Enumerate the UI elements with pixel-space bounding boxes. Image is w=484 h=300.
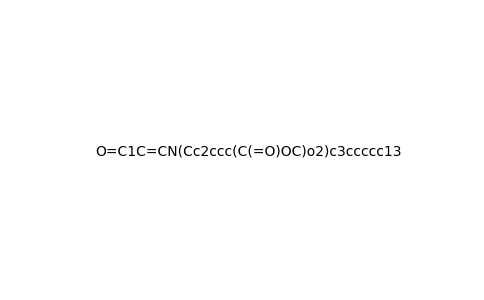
- Text: O=C1C=CN(Cc2ccc(C(=O)OC)o2)c3ccccc13: O=C1C=CN(Cc2ccc(C(=O)OC)o2)c3ccccc13: [95, 145, 401, 158]
